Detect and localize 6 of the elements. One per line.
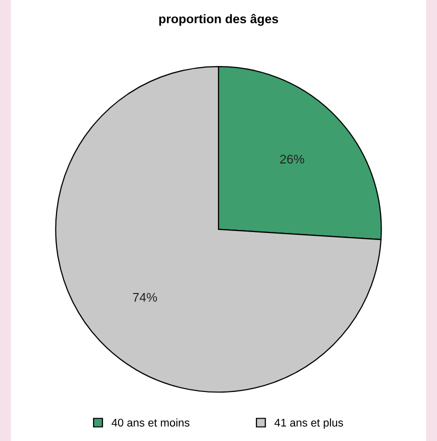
legend-label: 40 ans et moins <box>112 418 190 427</box>
pie-slice <box>55 66 382 393</box>
chart-title: proportion des âges <box>159 14 278 26</box>
data-label: 26% <box>280 154 304 164</box>
data-label: 74% <box>133 292 157 302</box>
legend-label: 41 ans et plus <box>274 418 344 429</box>
